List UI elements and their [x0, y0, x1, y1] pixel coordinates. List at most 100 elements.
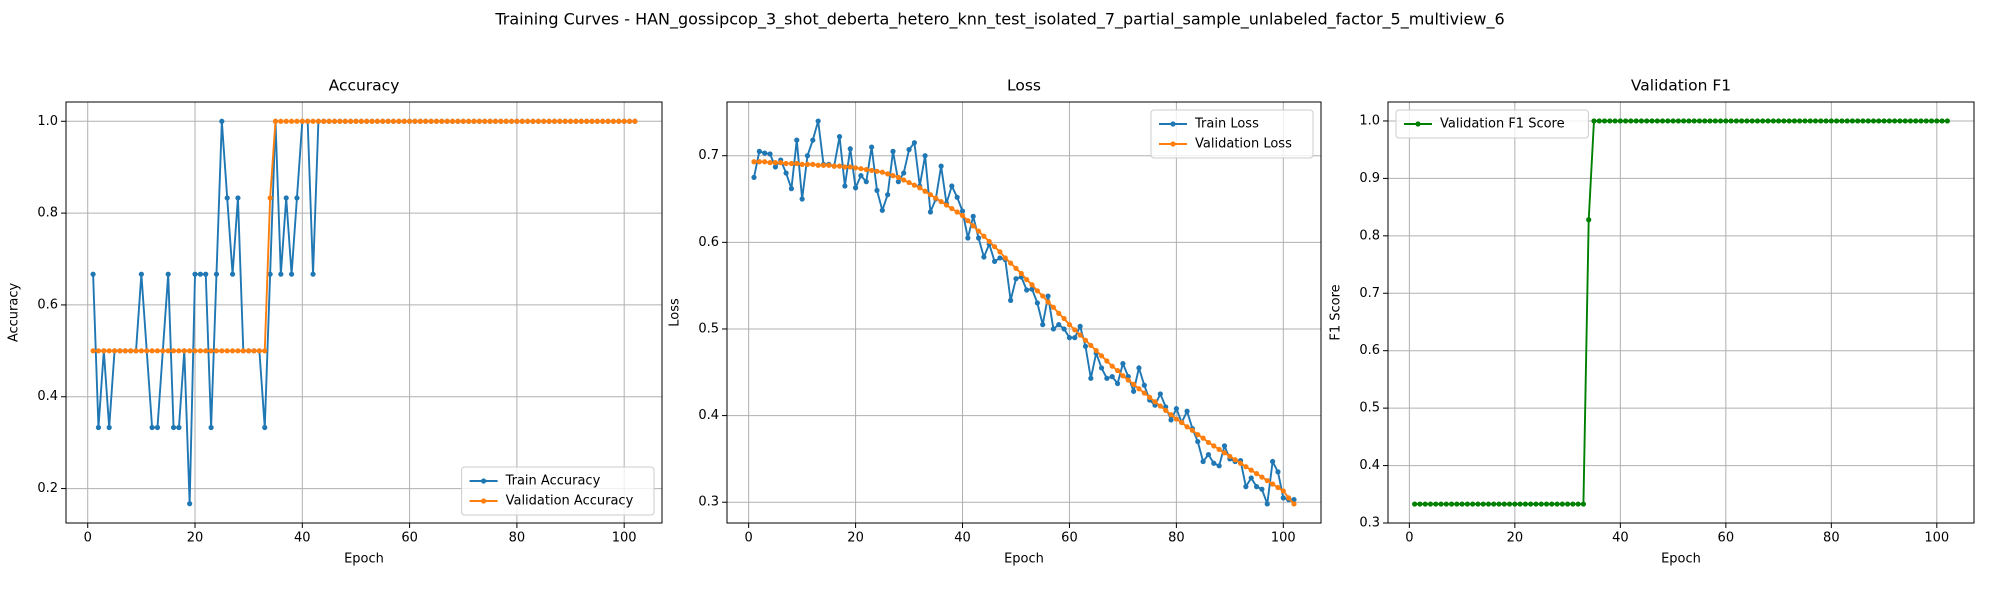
point-marker	[106, 348, 112, 354]
point-marker	[1264, 501, 1270, 507]
y-tick-label: 0.4	[37, 389, 58, 404]
point-marker	[895, 179, 901, 185]
x-tick-label: 40	[294, 531, 311, 546]
point-marker	[1575, 501, 1581, 507]
x-tick-label: 80	[1168, 531, 1185, 546]
x-tick-label: 100	[1271, 531, 1296, 546]
point-marker	[1723, 118, 1729, 124]
point-marker	[1870, 118, 1877, 124]
point-marker	[235, 348, 241, 354]
point-marker	[1543, 501, 1550, 507]
legend-label: Validation F1 Score	[1440, 117, 1565, 132]
point-marker	[885, 192, 891, 198]
point-marker	[1528, 501, 1534, 507]
point-marker	[632, 118, 638, 124]
point-marker	[621, 118, 627, 124]
point-marker	[959, 212, 966, 219]
point-marker	[847, 164, 853, 170]
point-marker	[869, 144, 875, 150]
point-marker	[460, 118, 466, 124]
point-marker	[170, 424, 177, 431]
point-marker	[192, 271, 198, 277]
point-marker	[1707, 118, 1713, 124]
point-marker	[262, 348, 268, 354]
point-marker	[799, 161, 805, 167]
point-marker	[1596, 118, 1602, 124]
y-axis-label: Accuracy	[7, 283, 22, 343]
point-marker	[1077, 332, 1083, 338]
point-marker	[117, 348, 123, 354]
point-marker	[1649, 118, 1655, 124]
point-marker	[890, 148, 896, 154]
point-marker	[1501, 501, 1507, 507]
point-marker	[949, 183, 955, 189]
point-marker	[1141, 382, 1147, 388]
point-marker	[401, 118, 407, 124]
point-marker	[869, 167, 875, 174]
x-tick-label: 0	[745, 531, 753, 546]
y-tick-label: 0.5	[1359, 401, 1380, 416]
point-marker	[772, 164, 778, 170]
point-marker	[1934, 118, 1940, 124]
point-marker	[423, 118, 429, 124]
axes-frame	[65, 101, 663, 524]
point-marker	[176, 424, 182, 431]
point-marker	[138, 348, 144, 354]
point-marker	[1744, 118, 1750, 124]
point-marker	[831, 163, 837, 169]
point-marker	[589, 118, 595, 124]
point-marker	[224, 195, 230, 201]
point-marker	[1109, 363, 1115, 369]
point-marker	[1120, 373, 1126, 379]
point-marker	[1173, 406, 1179, 412]
point-marker	[406, 118, 413, 124]
point-marker	[1045, 299, 1051, 305]
point-marker	[310, 118, 316, 124]
point-marker	[176, 348, 182, 354]
point-marker	[1617, 118, 1623, 124]
point-marker	[815, 162, 821, 168]
y-tick-label: 0.5	[698, 321, 719, 336]
y-tick-label: 0.9	[1359, 171, 1380, 186]
y-tick-label: 1.0	[1359, 113, 1380, 128]
point-marker	[1522, 501, 1529, 507]
point-marker	[1184, 408, 1190, 414]
y-tick-label: 0.7	[698, 148, 719, 163]
plot-area	[1412, 118, 1950, 507]
point-marker	[122, 348, 128, 354]
x-tick-label: 100	[1924, 531, 1949, 546]
point-marker	[1422, 501, 1428, 507]
point-marker	[959, 208, 966, 214]
point-marker	[111, 348, 118, 354]
point-marker	[1417, 501, 1423, 507]
point-marker	[337, 118, 343, 124]
point-marker	[1749, 118, 1755, 124]
point-marker	[197, 271, 203, 277]
point-marker	[203, 348, 209, 354]
point-marker	[1013, 265, 1019, 271]
point-marker	[160, 348, 166, 354]
point-marker	[1264, 477, 1270, 484]
point-marker	[1104, 358, 1110, 364]
point-marker	[783, 160, 789, 167]
chart-title: Validation F1	[1631, 77, 1731, 95]
point-marker	[1696, 118, 1703, 124]
point-marker	[1205, 439, 1212, 446]
y-tick-label: 0.2	[37, 481, 58, 496]
point-marker	[778, 160, 784, 166]
point-marker	[1184, 424, 1190, 430]
point-marker	[1728, 118, 1734, 124]
point-marker	[1802, 118, 1808, 124]
point-marker	[530, 118, 536, 124]
point-marker	[933, 195, 939, 201]
point-marker	[1200, 458, 1206, 465]
y-axis-label: F1 Score	[1329, 284, 1344, 340]
x-tick-label: 60	[1718, 531, 1735, 546]
point-marker	[1141, 390, 1147, 396]
point-marker	[879, 207, 885, 213]
point-marker	[187, 501, 193, 507]
point-marker	[1286, 495, 1292, 501]
chart-title: Accuracy	[329, 77, 400, 95]
